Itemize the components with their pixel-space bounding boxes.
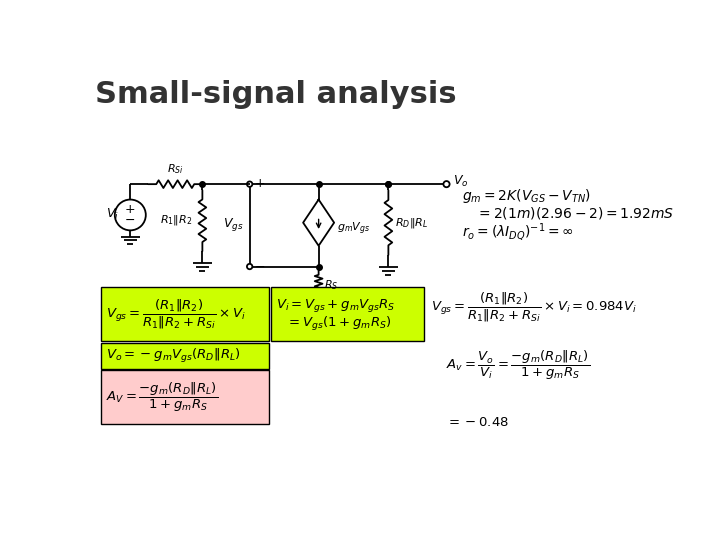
Text: +: + — [255, 177, 266, 190]
Text: $V_i$: $V_i$ — [106, 207, 119, 222]
Text: $= -0.48$: $= -0.48$ — [446, 416, 510, 429]
Text: $V_i = V_{gs} + g_m V_{gs} R_S$: $V_i = V_{gs} + g_m V_{gs} R_S$ — [276, 296, 395, 314]
Text: +: + — [125, 203, 135, 216]
Text: $R_1 \| R_2$: $R_1 \| R_2$ — [160, 213, 192, 227]
Text: $= 2(1m)(2.96 - 2) = 1.92mS$: $= 2(1m)(2.96 - 2) = 1.92mS$ — [476, 205, 674, 221]
Text: $g_m = 2K(V_{GS} - V_{TN})$: $g_m = 2K(V_{GS} - V_{TN})$ — [462, 187, 591, 205]
Text: −: − — [255, 261, 266, 274]
Text: Small-signal analysis: Small-signal analysis — [95, 79, 456, 109]
Text: $R_{Si}$: $R_{Si}$ — [167, 163, 184, 177]
Text: $V_o = -g_m V_{gs}(R_D \| R_L)$: $V_o = -g_m V_{gs}(R_D \| R_L)$ — [106, 347, 240, 365]
Text: $V_{gs}$: $V_{gs}$ — [223, 217, 243, 233]
FancyBboxPatch shape — [101, 287, 269, 341]
FancyBboxPatch shape — [101, 370, 269, 424]
Text: $r_o = (\lambda I_{DQ})^{-1} = \infty$: $r_o = (\lambda I_{DQ})^{-1} = \infty$ — [462, 222, 574, 244]
Text: $R_S$: $R_S$ — [324, 278, 338, 292]
FancyBboxPatch shape — [271, 287, 424, 341]
Text: $R_D \| R_L$: $R_D \| R_L$ — [395, 215, 428, 230]
Text: $= V_{gs}(1 + g_m R_S)$: $= V_{gs}(1 + g_m R_S)$ — [286, 314, 392, 333]
Text: −: − — [125, 214, 135, 227]
Text: $V_o$: $V_o$ — [453, 174, 468, 190]
Text: $V_{gs} = \dfrac{(R_1 \| R_2)}{R_1 \| R_2 + R_{Si}} \times V_i$: $V_{gs} = \dfrac{(R_1 \| R_2)}{R_1 \| R_… — [106, 298, 246, 331]
Text: $V_{gs} = \dfrac{(R_1 \| R_2)}{R_1 \| R_2 + R_{Si}} \times V_i = 0.984 V_i$: $V_{gs} = \dfrac{(R_1 \| R_2)}{R_1 \| R_… — [431, 291, 637, 324]
Text: $g_m V_{gs}$: $g_m V_{gs}$ — [337, 221, 371, 237]
Text: $A_v = \dfrac{V_o}{V_i} = \dfrac{-g_m(R_D \| R_L)}{1 + g_m R_S}$: $A_v = \dfrac{V_o}{V_i} = \dfrac{-g_m(R_… — [446, 348, 590, 382]
Text: $A_V = \dfrac{-g_m(R_D \| R_L)}{1 + g_m R_S}$: $A_V = \dfrac{-g_m(R_D \| R_L)}{1 + g_m … — [106, 381, 217, 414]
FancyBboxPatch shape — [101, 343, 269, 369]
